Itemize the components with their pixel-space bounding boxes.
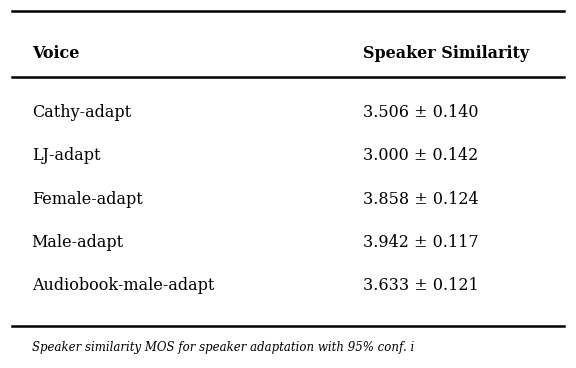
Text: Cathy-adapt: Cathy-adapt — [32, 104, 131, 121]
Text: Male-adapt: Male-adapt — [32, 234, 124, 251]
Text: 3.633 ± 0.121: 3.633 ± 0.121 — [363, 277, 479, 294]
Text: LJ-adapt: LJ-adapt — [32, 147, 100, 164]
Text: 3.858 ± 0.124: 3.858 ± 0.124 — [363, 191, 479, 208]
Text: 3.000 ± 0.142: 3.000 ± 0.142 — [363, 147, 478, 164]
Text: Audiobook-male-adapt: Audiobook-male-adapt — [32, 277, 214, 294]
Text: Speaker similarity MOS for speaker adaptation with 95% conf. i: Speaker similarity MOS for speaker adapt… — [32, 341, 414, 354]
Text: Voice: Voice — [32, 45, 79, 62]
Text: 3.942 ± 0.117: 3.942 ± 0.117 — [363, 234, 479, 251]
Text: Speaker Similarity: Speaker Similarity — [363, 45, 529, 62]
Text: 3.506 ± 0.140: 3.506 ± 0.140 — [363, 104, 479, 121]
Text: Female-adapt: Female-adapt — [32, 191, 142, 208]
